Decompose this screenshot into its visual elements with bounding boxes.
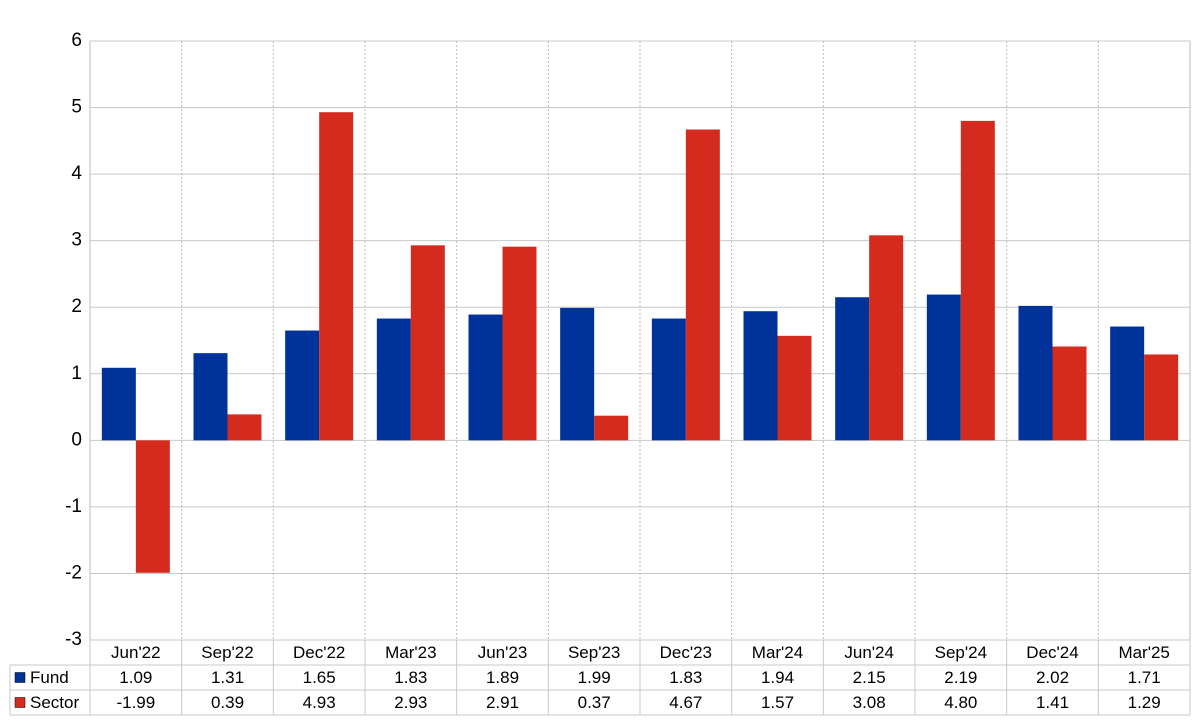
x-tick-label: Jun'23	[478, 643, 528, 662]
table-value: -1.99	[116, 693, 155, 712]
x-tick-label: Mar'25	[1118, 643, 1169, 662]
y-tick-label: 0	[71, 429, 82, 450]
table-value: 0.39	[211, 693, 244, 712]
x-tick-label: Sep'23	[568, 643, 620, 662]
table-value: 3.08	[853, 693, 886, 712]
y-tick-label: -3	[65, 629, 82, 650]
bar	[1144, 354, 1179, 441]
table-value: 1.89	[486, 668, 519, 687]
y-tick-label: -1	[65, 496, 82, 517]
table-value: 2.02	[1036, 668, 1069, 687]
table-value: 1.31	[211, 668, 244, 687]
table-value: 1.29	[1128, 693, 1161, 712]
table-value: 4.67	[669, 693, 702, 712]
table-value: 1.99	[578, 668, 611, 687]
bar	[319, 112, 354, 441]
table-value: 2.19	[944, 668, 977, 687]
table-value: 0.37	[578, 693, 611, 712]
table-value: 4.93	[303, 693, 336, 712]
table-value: 2.15	[853, 668, 886, 687]
bar	[926, 294, 961, 441]
x-tick-label: Dec'23	[660, 643, 712, 662]
bar	[777, 335, 812, 441]
bar	[468, 314, 503, 441]
table-value: 1.41	[1036, 693, 1069, 712]
y-tick-label: 2	[71, 296, 82, 317]
x-tick-label: Mar'24	[752, 643, 803, 662]
bar	[101, 367, 136, 441]
x-tick-label: Sep'24	[935, 643, 987, 662]
bar	[651, 318, 686, 441]
legend-label: Sector	[30, 693, 79, 712]
x-tick-label: Jun'22	[111, 643, 161, 662]
bar	[685, 129, 720, 441]
x-tick-label: Mar'23	[385, 643, 436, 662]
bar	[1110, 326, 1145, 441]
table-value: 1.83	[394, 668, 427, 687]
bar	[743, 311, 778, 441]
x-tick-label: Jun'24	[844, 643, 894, 662]
bar	[960, 120, 995, 441]
bar	[376, 318, 411, 441]
bar	[193, 353, 228, 441]
bar	[835, 297, 870, 441]
table-value: 4.80	[944, 693, 977, 712]
x-tick-label: Sep'22	[201, 643, 253, 662]
y-tick-label: 1	[71, 363, 82, 384]
bar	[1018, 305, 1053, 441]
table-value: 1.71	[1128, 668, 1161, 687]
bar	[285, 330, 320, 441]
bar	[560, 307, 595, 441]
y-tick-label: -2	[65, 562, 82, 583]
y-tick-label: 6	[71, 30, 82, 51]
bar	[410, 245, 445, 441]
table-value: 2.91	[486, 693, 519, 712]
bar	[869, 235, 904, 441]
x-tick-label: Dec'22	[293, 643, 345, 662]
bar	[227, 414, 262, 441]
table-value: 1.57	[761, 693, 794, 712]
legend-swatch	[14, 697, 26, 708]
bar	[1052, 346, 1087, 441]
legend-label: Fund	[30, 668, 69, 687]
table-value: 1.83	[669, 668, 702, 687]
table-value: 2.93	[394, 693, 427, 712]
table-value: 1.65	[303, 668, 336, 687]
bar	[594, 415, 629, 441]
x-tick-label: Dec'24	[1026, 643, 1078, 662]
table-value: 1.09	[119, 668, 152, 687]
bar	[135, 440, 170, 573]
y-tick-label: 3	[71, 230, 82, 251]
y-tick-label: 5	[71, 97, 82, 118]
table-value: 1.94	[761, 668, 794, 687]
bar	[502, 246, 537, 441]
y-tick-label: 4	[71, 163, 82, 184]
legend-swatch	[14, 672, 26, 683]
